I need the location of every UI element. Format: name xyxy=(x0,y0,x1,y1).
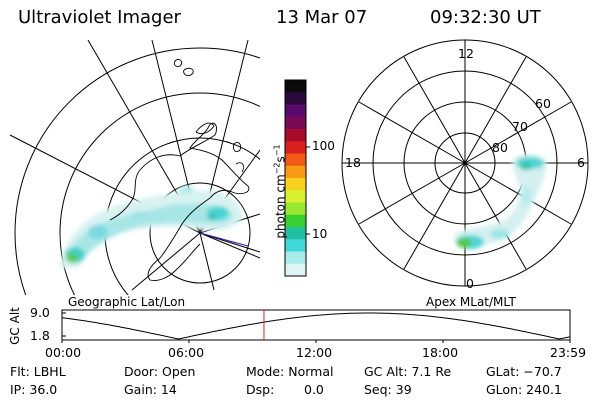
colorbar-cell xyxy=(285,178,306,191)
ip-readout: IP: 36.0 xyxy=(10,382,58,397)
colorbar-cell xyxy=(285,141,306,154)
orbit-xtick-2359: 23:59 xyxy=(550,345,587,360)
unit-exp1: −2 xyxy=(272,162,282,175)
unit-mid: s xyxy=(273,156,288,163)
mlt-label-0: 0 xyxy=(466,276,474,291)
meridian-lines xyxy=(9,40,260,291)
footprint-lines xyxy=(199,232,260,259)
orbit-xticks xyxy=(61,340,571,343)
orbit-ytick-high: 9.0 xyxy=(30,305,50,320)
mlat-label-80: 80 xyxy=(492,140,508,155)
filter-readout: Flt: LBHL xyxy=(10,364,66,379)
colorbar xyxy=(284,79,310,277)
orbit-xtick-0600: 06:00 xyxy=(168,345,205,360)
colorbar-cell xyxy=(285,263,306,277)
aurora-emission-right xyxy=(454,154,547,249)
left-panel-caption: Geographic Lat/Lon xyxy=(68,295,186,309)
mode-readout: Mode: Normal xyxy=(246,364,334,379)
glon-readout: GLon: 240.1 xyxy=(486,382,562,397)
dsp-label: Dsp: xyxy=(246,382,275,397)
mlat-label-60: 60 xyxy=(535,96,551,111)
colorbar-cell xyxy=(285,227,306,240)
dsp-value: 0.0 xyxy=(304,382,324,397)
colorbar-cell xyxy=(285,116,306,130)
colorbar-cell xyxy=(285,202,306,216)
orbit-yticks xyxy=(62,312,66,337)
mlt-label-12: 12 xyxy=(458,46,474,61)
gain-readout: Gain: 14 xyxy=(124,382,177,397)
colorbar-cell xyxy=(285,104,306,118)
mlat-label-70: 70 xyxy=(512,119,528,134)
orbit-ytick-low: 1.8 xyxy=(30,328,50,343)
colorbar-cell xyxy=(285,239,306,252)
mlt-label-6: 6 xyxy=(577,155,585,170)
antarctica-coastline xyxy=(109,59,250,281)
glat-readout: GLat: −70.7 xyxy=(486,364,562,379)
apex-polar-panel xyxy=(341,39,589,287)
gc-alt-readout: GC Alt: 7.1 Re xyxy=(364,364,452,379)
colorbar-tick-10: 10 xyxy=(312,227,328,241)
colorbar-cell xyxy=(285,214,306,228)
colorbar-cell xyxy=(285,92,306,105)
unit-exp2: −1 xyxy=(272,144,282,157)
image-date: 13 Mar 07 xyxy=(276,7,368,28)
colorbar-cell xyxy=(285,153,306,167)
colorbar-unit-label: photon cm−2s−1 xyxy=(272,112,288,272)
colorbar-cell xyxy=(285,190,306,203)
colorbar-cell xyxy=(285,80,306,93)
colorbar-cell xyxy=(285,165,306,179)
instrument-title: Ultraviolet Imager xyxy=(18,7,181,28)
door-readout: Door: Open xyxy=(124,364,196,379)
orbit-xtick-1200: 12:00 xyxy=(296,345,333,360)
right-panel-caption: Apex MLat/MLT xyxy=(426,295,516,309)
colorbar-cell xyxy=(285,129,306,142)
orbit-ylabel: GC Alt xyxy=(8,307,22,345)
colorbar-tick-100: 100 xyxy=(312,139,335,153)
orbit-altitude-plot xyxy=(61,309,571,343)
orbit-xtick-0000: 00:00 xyxy=(45,345,82,360)
seq-readout: Seq: 39 xyxy=(364,382,412,397)
mlt-label-18: 18 xyxy=(345,155,361,170)
orbit-altitude-curve xyxy=(61,312,571,340)
colorbar-cell xyxy=(285,251,306,265)
orbit-xtick-1800: 18:00 xyxy=(422,345,459,360)
unit-base: photon cm xyxy=(273,174,288,239)
colorbar-gradient xyxy=(285,80,306,277)
geographic-map-panel xyxy=(9,40,260,295)
aurora-emission-left xyxy=(60,186,243,268)
image-time: 09:32:30 UT xyxy=(430,7,541,28)
mlt-spokes xyxy=(342,40,588,286)
